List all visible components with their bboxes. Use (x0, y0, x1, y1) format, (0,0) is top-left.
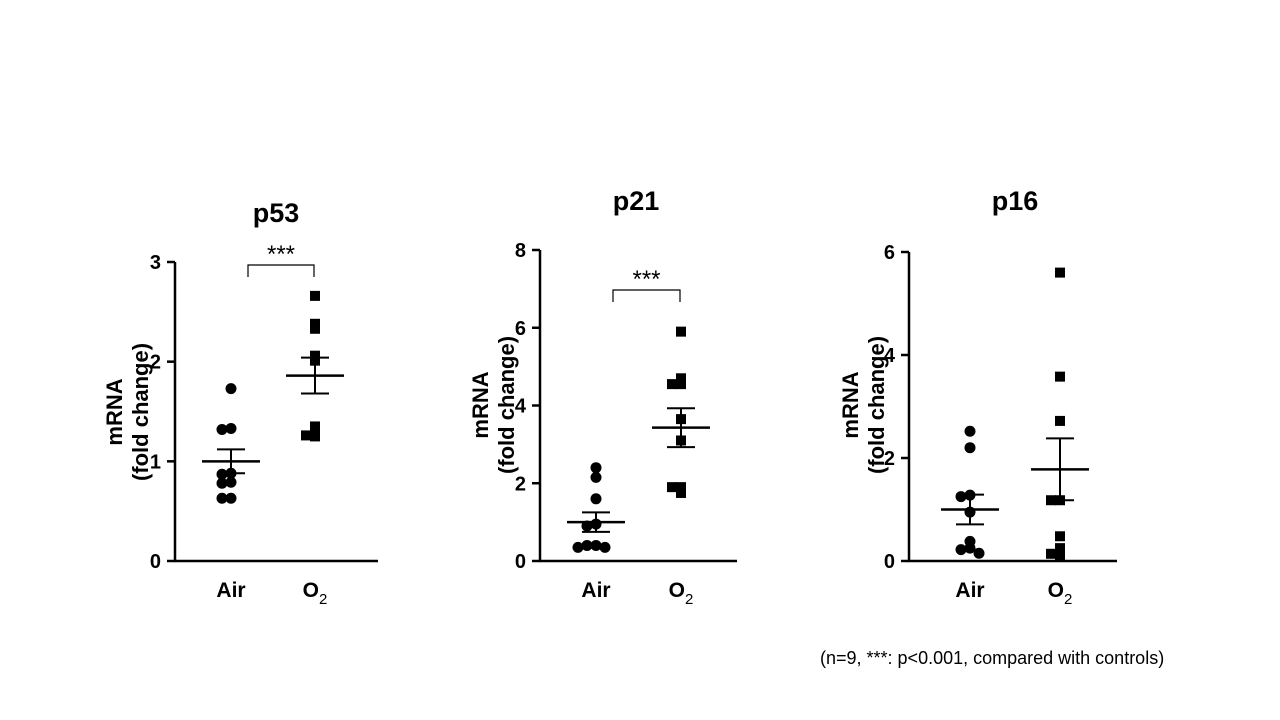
x-tick-label: Air (581, 579, 610, 602)
data-point-air (216, 477, 228, 489)
data-point-air (216, 423, 228, 435)
data-point-air (225, 492, 237, 504)
data-point-o2 (310, 431, 320, 442)
data-point-air (599, 541, 611, 553)
y-axis-label: mRNA(fold change) (102, 343, 153, 481)
y-axis-label: mRNA(fold change) (838, 336, 889, 474)
chart-title: p21 (613, 186, 660, 216)
y-tick-label: 0 (515, 551, 526, 573)
y-tick-label: 2 (150, 352, 161, 374)
data-point-o2 (676, 379, 686, 390)
y-axis-label-line: (fold change) (864, 336, 889, 474)
x-tick-label-subscript: 2 (319, 591, 327, 608)
y-tick-label: 4 (515, 396, 527, 418)
significance-label: *** (632, 266, 660, 293)
data-point-air (964, 542, 976, 554)
data-point-air (216, 492, 228, 504)
y-axis-label-line: mRNA (102, 378, 127, 445)
data-point-o2 (1055, 371, 1065, 382)
data-point-o2 (310, 290, 320, 301)
footnote: (n=9, ***: p<0.001, compared with contro… (820, 648, 1165, 668)
x-tick-label-base: O (669, 579, 685, 602)
data-point-o2 (676, 482, 686, 493)
data-point-air (973, 547, 985, 559)
data-point-o2 (676, 373, 686, 384)
y-tick-label: 2 (884, 448, 895, 470)
data-point-o2 (667, 482, 677, 493)
data-point-o2 (676, 487, 686, 498)
x-tick-label: O2 (303, 579, 328, 608)
x-tick-label: O2 (669, 579, 694, 608)
data-point-air (581, 539, 593, 551)
y-tick-label: 2 (515, 473, 526, 495)
significance-bracket (247, 264, 315, 277)
data-point-o2 (676, 326, 686, 337)
x-tick-label-base: O (303, 579, 319, 602)
y-axis-label: mRNA(fold change) (468, 336, 519, 474)
data-point-o2 (1055, 267, 1065, 278)
data-point-air (964, 442, 976, 454)
significance-bracket (612, 289, 681, 302)
data-point-air (955, 544, 967, 556)
data-point-air (225, 383, 237, 395)
y-axis-label-line: mRNA (468, 371, 493, 438)
data-point-o2 (1055, 415, 1065, 426)
data-point-o2 (1055, 531, 1065, 542)
data-point-air (590, 493, 602, 505)
x-tick-label-subscript: 2 (685, 591, 693, 608)
x-tick-label-base: O (1048, 579, 1064, 602)
chart-title: p16 (992, 186, 1039, 216)
data-point-air (225, 422, 237, 434)
x-tick-label: O2 (1048, 579, 1073, 608)
y-tick-label: 3 (150, 252, 161, 274)
y-tick-label: 8 (515, 240, 526, 262)
data-point-air (590, 539, 602, 551)
data-point-o2 (1046, 548, 1056, 559)
x-tick-label: Air (216, 579, 245, 602)
data-point-o2 (310, 421, 320, 432)
x-tick-label-subscript: 2 (1064, 591, 1072, 608)
chart-title: p53 (253, 198, 300, 228)
y-axis-label-line: mRNA (838, 371, 863, 438)
data-point-air (955, 491, 967, 503)
data-point-air (572, 541, 584, 553)
y-axis-label-line: (fold change) (494, 336, 519, 474)
data-point-o2 (667, 379, 677, 390)
x-tick-label: Air (955, 579, 984, 602)
data-point-o2 (1055, 543, 1065, 554)
data-point-o2 (310, 323, 320, 334)
data-point-o2 (301, 430, 311, 441)
data-point-air (964, 425, 976, 437)
data-point-air (225, 476, 237, 488)
significance-label: *** (267, 241, 295, 268)
data-point-o2 (1055, 551, 1065, 562)
data-point-air (590, 462, 602, 474)
y-tick-label: 4 (884, 345, 896, 367)
y-tick-label: 0 (150, 551, 161, 573)
data-point-air (590, 471, 602, 483)
y-axis-label-line: (fold change) (128, 343, 153, 481)
y-tick-label: 6 (884, 242, 895, 264)
y-tick-label: 1 (150, 451, 161, 473)
y-tick-label: 0 (884, 551, 895, 573)
y-tick-label: 6 (515, 318, 526, 340)
